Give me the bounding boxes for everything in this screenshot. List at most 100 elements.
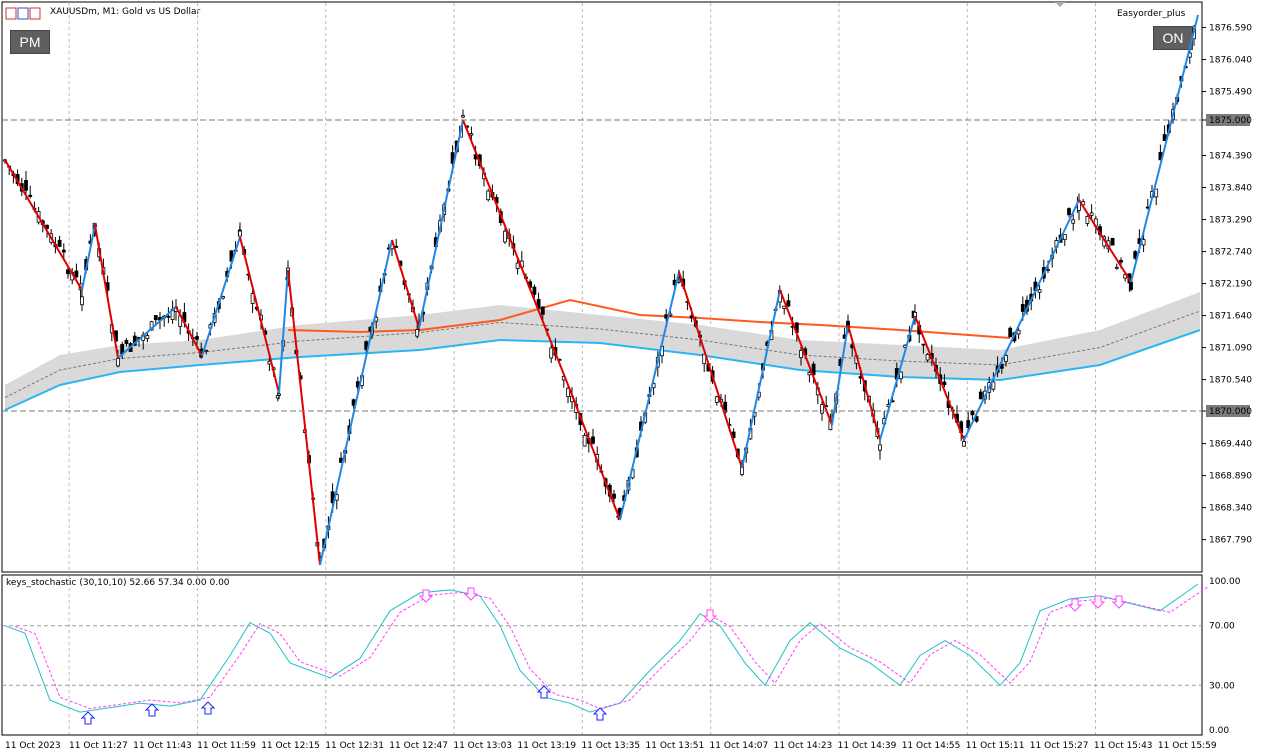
time-tick-label: 11 Oct 12:15 — [261, 741, 320, 751]
candle-body — [80, 296, 84, 306]
candle-body — [702, 353, 707, 365]
zigzag-down-segment — [4, 159, 83, 291]
signal-arrows — [80, 587, 1127, 725]
candle-body — [204, 349, 209, 352]
time-tick-label: 11 Oct 14:55 — [902, 741, 961, 751]
candle-body — [1129, 281, 1133, 290]
candle-body — [1004, 355, 1008, 362]
candle-body — [540, 306, 545, 315]
zigzag-up-segment — [963, 199, 1080, 441]
price-tick-label: 1875.490 — [1209, 87, 1252, 97]
candle-body — [782, 305, 787, 309]
time-tick-label: 11 Oct 13:35 — [581, 741, 640, 751]
zigzag-up-segment — [831, 324, 849, 426]
candle-body — [153, 315, 158, 321]
sell-arrow-icon — [1090, 595, 1106, 609]
candle-body — [503, 230, 507, 243]
time-tick-label: 11 Oct 15:59 — [1158, 741, 1217, 751]
zigzag-up-segment — [117, 306, 177, 359]
time-tick-label: 11 Oct 13:51 — [646, 741, 705, 751]
zigzag-up-segment — [1130, 14, 1199, 283]
main-chart-frame — [1, 1, 1203, 573]
zigzag-up-segment — [371, 239, 393, 331]
candle-body — [962, 441, 966, 447]
indicator-frame — [1, 574, 1203, 736]
time-axis: 11 Oct 2023 11 Oct 11:27 11 Oct 11:43 11 Oc… — [5, 741, 1217, 751]
candle-body — [820, 404, 824, 414]
candle-body — [582, 435, 587, 447]
time-tick-label: 11 Oct 15:43 — [1094, 741, 1153, 751]
candle-body — [1008, 327, 1013, 338]
price-tick-label: 1872.740 — [1209, 248, 1252, 258]
candle-body — [145, 335, 150, 340]
zigzag-down-segment — [914, 315, 965, 441]
candle-body — [116, 358, 120, 367]
candle-body — [991, 381, 996, 390]
candle-body — [57, 239, 62, 247]
candle-body — [1085, 216, 1090, 224]
stoch-tick-label: 30.00 — [1209, 681, 1235, 691]
price-tick-label: 1876.590 — [1209, 23, 1252, 33]
price-tick-label: 1870.540 — [1209, 376, 1252, 386]
buy-arrow-icon — [80, 711, 96, 725]
zigzag-up-segment — [741, 289, 781, 469]
price-level-badge — [1206, 405, 1250, 417]
time-tick-label: 11 Oct 14:23 — [774, 741, 833, 751]
zigzag-up-segment — [278, 269, 289, 394]
zigzag-up-segment — [879, 315, 916, 441]
ma-band-fill — [5, 292, 1200, 410]
candle-body — [28, 194, 33, 197]
time-tick-label: 11 Oct 15:11 — [966, 741, 1025, 751]
ma-mid-line — [4, 310, 1201, 398]
chart-symbol-title: XAUUSDm, M1: Gold vs US Dollar — [50, 7, 201, 17]
candle-body — [1133, 251, 1138, 259]
zigzag-down-segment — [571, 394, 621, 521]
zigzag-down-segment — [779, 289, 833, 426]
scroll-marker-icon[interactable] — [1055, 2, 1065, 7]
time-tick-label: 11 Oct 2023 — [5, 741, 61, 751]
time-tick-label: 11 Oct 14:39 — [838, 741, 897, 751]
time-tick-label: 11 Oct 15:27 — [1030, 741, 1089, 751]
candle-body — [966, 420, 971, 428]
candle-body — [66, 269, 70, 275]
candle-body — [1089, 212, 1094, 216]
price-tick-label: 1872.190 — [1209, 280, 1252, 290]
candle-body — [925, 354, 930, 361]
stoch-tick-label: 100.00 — [1209, 577, 1241, 587]
candle-body — [566, 387, 570, 397]
candle-body — [469, 133, 474, 136]
sell-arrow-icon — [1111, 595, 1127, 609]
zigzag-up-segment — [619, 271, 680, 521]
buy-arrow-icon — [536, 685, 552, 699]
price-tick-label: 1873.840 — [1209, 184, 1252, 194]
candle-body — [1046, 269, 1050, 271]
time-tick-label: 11 Oct 12:47 — [389, 741, 448, 751]
price-tick-label: 1868.340 — [1209, 504, 1252, 514]
candle-body — [1016, 329, 1021, 335]
zigzag-down-segment — [678, 271, 743, 469]
app-logo-icon — [5, 7, 41, 20]
stoch-tick-label: 0.00 — [1209, 726, 1229, 736]
buy-arrow-icon — [200, 701, 216, 715]
zigzag-down-segment — [1078, 199, 1132, 283]
candles — [3, 24, 1196, 559]
sell-arrow-icon — [1067, 598, 1083, 612]
candle-body — [612, 493, 616, 499]
candle-body — [899, 371, 903, 380]
time-tick-label: 11 Oct 11:27 — [69, 741, 128, 751]
zigzag-up-segment — [319, 329, 373, 566]
price-level-badge — [1206, 114, 1250, 126]
stoch-signal-line — [14, 586, 1209, 710]
candle-body — [921, 343, 926, 346]
price-tick-label: 1871.090 — [1209, 344, 1252, 354]
stoch-main-line — [4, 583, 1199, 713]
zigzag-down-segment — [94, 224, 119, 359]
time-tick-label: 11 Oct 12:31 — [325, 741, 384, 751]
candle-body — [978, 391, 983, 400]
price-tick-label: 1874.390 — [1209, 152, 1252, 162]
candle-body — [878, 444, 882, 451]
time-tick-label: 11 Oct 11:59 — [197, 741, 256, 751]
price-tick-label: 1875.000 — [1209, 116, 1252, 126]
pm-button[interactable]: PM — [10, 30, 50, 54]
